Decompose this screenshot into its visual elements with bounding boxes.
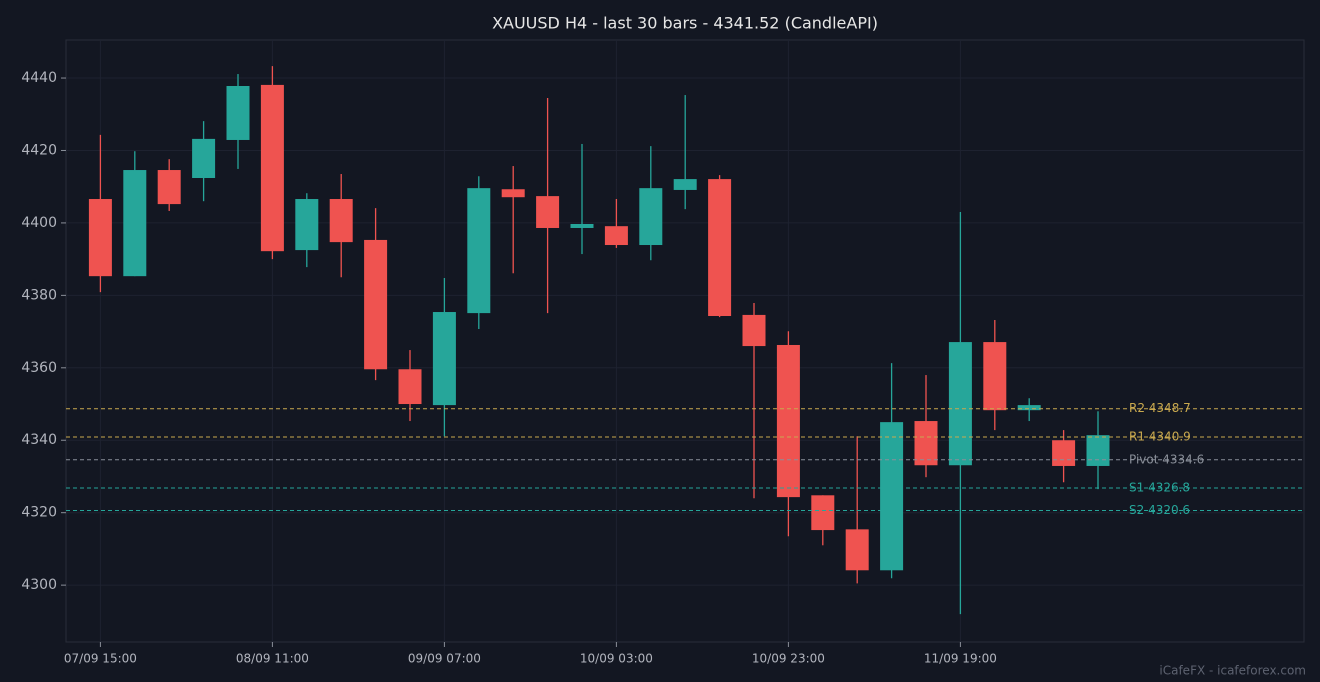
pivot-label: Pivot 4334.6 [1129, 452, 1204, 466]
candle-body [398, 369, 422, 405]
watermark: iCafeFX - icafeforex.com [1159, 664, 1306, 678]
pivot-label: R1 4340.9 [1129, 429, 1191, 443]
x-tick-label: 07/09 15:00 [64, 652, 137, 666]
candle-body [880, 422, 904, 571]
y-tick-label: 4380 [21, 287, 57, 303]
x-tick-label: 10/09 03:00 [580, 652, 653, 666]
candle-body [432, 312, 456, 406]
candle-body [604, 226, 628, 246]
candle-body [914, 421, 938, 466]
x-tick-label: 09/09 07:00 [408, 652, 481, 666]
candle-body [1052, 440, 1076, 466]
candle-body [123, 170, 147, 277]
pivot-label: S1 4326.8 [1129, 481, 1190, 495]
pivot-label: R2 4348.7 [1129, 401, 1191, 415]
y-tick-label: 4440 [21, 70, 57, 86]
candle-body [983, 342, 1007, 411]
candle-body [742, 314, 766, 347]
y-tick-label: 4300 [21, 577, 57, 593]
y-tick-label: 4420 [21, 142, 57, 158]
candle-body [295, 199, 319, 251]
candle-body [1017, 405, 1041, 411]
x-tick-label: 10/09 23:00 [752, 652, 825, 666]
candle-body [811, 495, 835, 531]
candle-body [708, 179, 732, 317]
candle-body [673, 179, 697, 190]
candle-body [364, 239, 388, 370]
candle-body [845, 529, 869, 571]
y-tick-label: 4340 [21, 432, 57, 448]
pivot-label: S2 4320.6 [1129, 503, 1190, 517]
candle-body [570, 224, 594, 228]
plot-frame [65, 39, 1305, 643]
x-tick-label: 11/09 19:00 [924, 652, 997, 666]
candle-body [501, 189, 525, 198]
candle-body [776, 344, 800, 498]
candle-body [639, 188, 663, 246]
candle-body [329, 199, 353, 243]
y-tick-label: 4320 [21, 505, 57, 521]
candle-body [192, 138, 216, 179]
candle-body [948, 342, 972, 466]
chart-title: XAUUSD H4 - last 30 bars - 4341.52 (Cand… [492, 14, 878, 33]
candle-body [157, 170, 181, 205]
candle-body [536, 196, 560, 228]
candle-body [260, 84, 284, 252]
candle-body [88, 199, 112, 277]
y-tick-label: 4400 [21, 215, 57, 231]
x-tick-label: 08/09 11:00 [236, 652, 309, 666]
candle-body [226, 86, 250, 140]
candle-body [467, 188, 491, 314]
candle-body [1086, 435, 1110, 466]
y-tick-label: 4360 [21, 360, 57, 376]
